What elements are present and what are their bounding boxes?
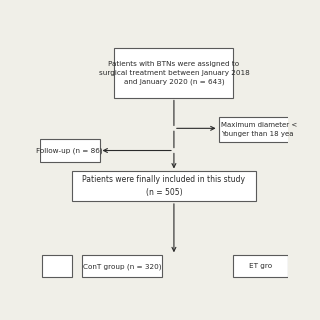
Text: ET gro: ET gro [249, 263, 272, 269]
FancyBboxPatch shape [72, 172, 256, 201]
Text: Patients with BTNs were assigned to
surgical treatment between January 2018
and : Patients with BTNs were assigned to surg… [99, 61, 249, 85]
FancyBboxPatch shape [40, 140, 100, 162]
FancyBboxPatch shape [234, 255, 288, 277]
FancyBboxPatch shape [115, 48, 234, 98]
FancyBboxPatch shape [43, 255, 72, 277]
Text: Patients were finally included in this study
(n = 505): Patients were finally included in this s… [83, 175, 245, 197]
Text: Follow-up (n = 86): Follow-up (n = 86) [36, 147, 103, 154]
Text: Maximum diameter <
Younger than 18 yea: Maximum diameter < Younger than 18 yea [221, 122, 297, 137]
FancyBboxPatch shape [219, 117, 291, 142]
Text: ConT group (n = 320): ConT group (n = 320) [83, 263, 161, 269]
FancyBboxPatch shape [82, 255, 162, 277]
